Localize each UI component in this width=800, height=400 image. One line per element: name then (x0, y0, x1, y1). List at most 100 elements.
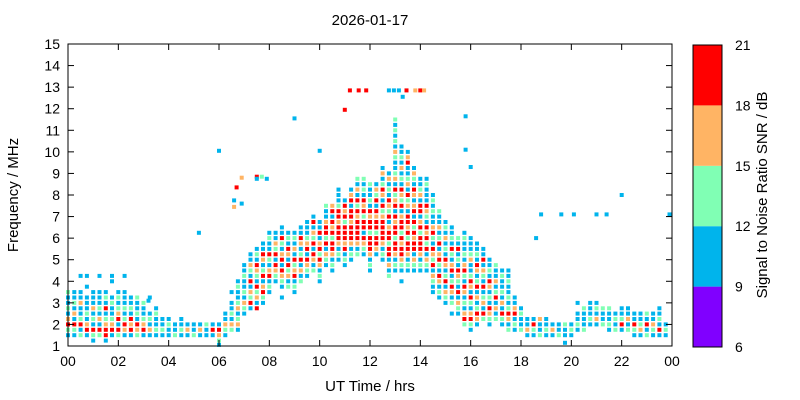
snr-point (292, 241, 297, 246)
snr-point (229, 317, 234, 321)
snr-point (342, 209, 347, 214)
snr-point (336, 241, 341, 246)
snr-point (361, 198, 366, 203)
snr-point (204, 333, 209, 338)
snr-point (324, 220, 328, 224)
snr-point (78, 306, 83, 311)
snr-point (292, 279, 297, 284)
snr-point (651, 322, 656, 327)
snr-point (380, 236, 385, 241)
snr-point (135, 306, 140, 311)
snr-point (223, 322, 228, 327)
snr-point (356, 88, 361, 93)
snr-point (481, 263, 486, 268)
snr-point (374, 209, 379, 214)
snr-point (412, 209, 416, 214)
snr-point (305, 273, 310, 278)
snr-point (166, 317, 171, 321)
snr-point (84, 300, 89, 305)
snr-point (386, 193, 391, 197)
snr-point (210, 327, 215, 332)
snr-point (116, 295, 121, 300)
snr-point (468, 165, 473, 169)
snr-point (405, 171, 410, 176)
snr-point (651, 333, 656, 338)
snr-point (468, 263, 473, 268)
snr-point (160, 322, 165, 327)
snr-point (399, 230, 404, 235)
snr-point (78, 290, 83, 295)
snr-point (292, 236, 297, 241)
snr-point (235, 279, 240, 284)
snr-point (651, 317, 656, 321)
snr-point (632, 322, 637, 327)
snr-point (500, 317, 505, 321)
snr-point (487, 322, 492, 327)
snr-point (437, 279, 442, 284)
snr-point (487, 279, 492, 284)
snr-point (449, 273, 454, 278)
snr-point (462, 246, 467, 251)
snr-point (342, 225, 347, 230)
snr-point (173, 322, 177, 327)
snr-point (191, 333, 196, 338)
snr-point (349, 209, 354, 214)
snr-point (418, 176, 423, 181)
snr-point (462, 273, 467, 278)
snr-point (657, 333, 662, 338)
snr-point (273, 268, 278, 273)
snr-point (317, 273, 322, 278)
snr-point (657, 306, 662, 311)
snr-point (311, 236, 316, 241)
snr-point (374, 198, 379, 203)
snr-point (413, 88, 418, 93)
snr-point (242, 268, 247, 273)
snr-point (563, 340, 567, 345)
snr-point (204, 322, 209, 327)
snr-point (399, 203, 404, 208)
snr-point (531, 327, 536, 332)
snr-point (147, 333, 152, 338)
snr-point (506, 322, 511, 327)
x-axis-label: UT Time / hrs (325, 378, 415, 395)
snr-point (393, 198, 398, 203)
snr-point (116, 327, 121, 332)
snr-point (317, 241, 322, 246)
y-tick-label: 10 (44, 144, 60, 160)
snr-point (279, 225, 284, 230)
snr-point (430, 198, 435, 203)
snr-point (512, 317, 517, 321)
snr-point (657, 322, 662, 327)
y-tick-label: 14 (44, 58, 60, 74)
snr-point (273, 279, 278, 284)
snr-point (135, 300, 140, 305)
snr-point (475, 241, 479, 246)
snr-point (418, 220, 423, 224)
snr-point (399, 220, 404, 224)
snr-point (368, 203, 372, 208)
snr-point (393, 171, 398, 176)
snr-point (248, 279, 253, 284)
snr-point (179, 322, 184, 327)
snr-point (380, 171, 385, 176)
snr-point (311, 252, 316, 257)
snr-point (481, 290, 486, 295)
snr-point (424, 263, 429, 268)
snr-point (475, 252, 479, 257)
snr-point (462, 311, 467, 316)
snr-point (380, 176, 385, 181)
snr-point (273, 241, 278, 246)
snr-point (405, 166, 410, 170)
snr-point (512, 306, 517, 311)
snr-point (261, 284, 265, 289)
snr-point (456, 290, 461, 295)
snr-point (273, 230, 278, 235)
snr-point (374, 236, 379, 241)
snr-point (512, 300, 517, 305)
snr-point (185, 327, 190, 332)
snr-point (581, 322, 586, 327)
snr-point (91, 300, 96, 305)
snr-point (110, 273, 114, 278)
snr-point (267, 263, 272, 268)
snr-point (607, 317, 612, 321)
